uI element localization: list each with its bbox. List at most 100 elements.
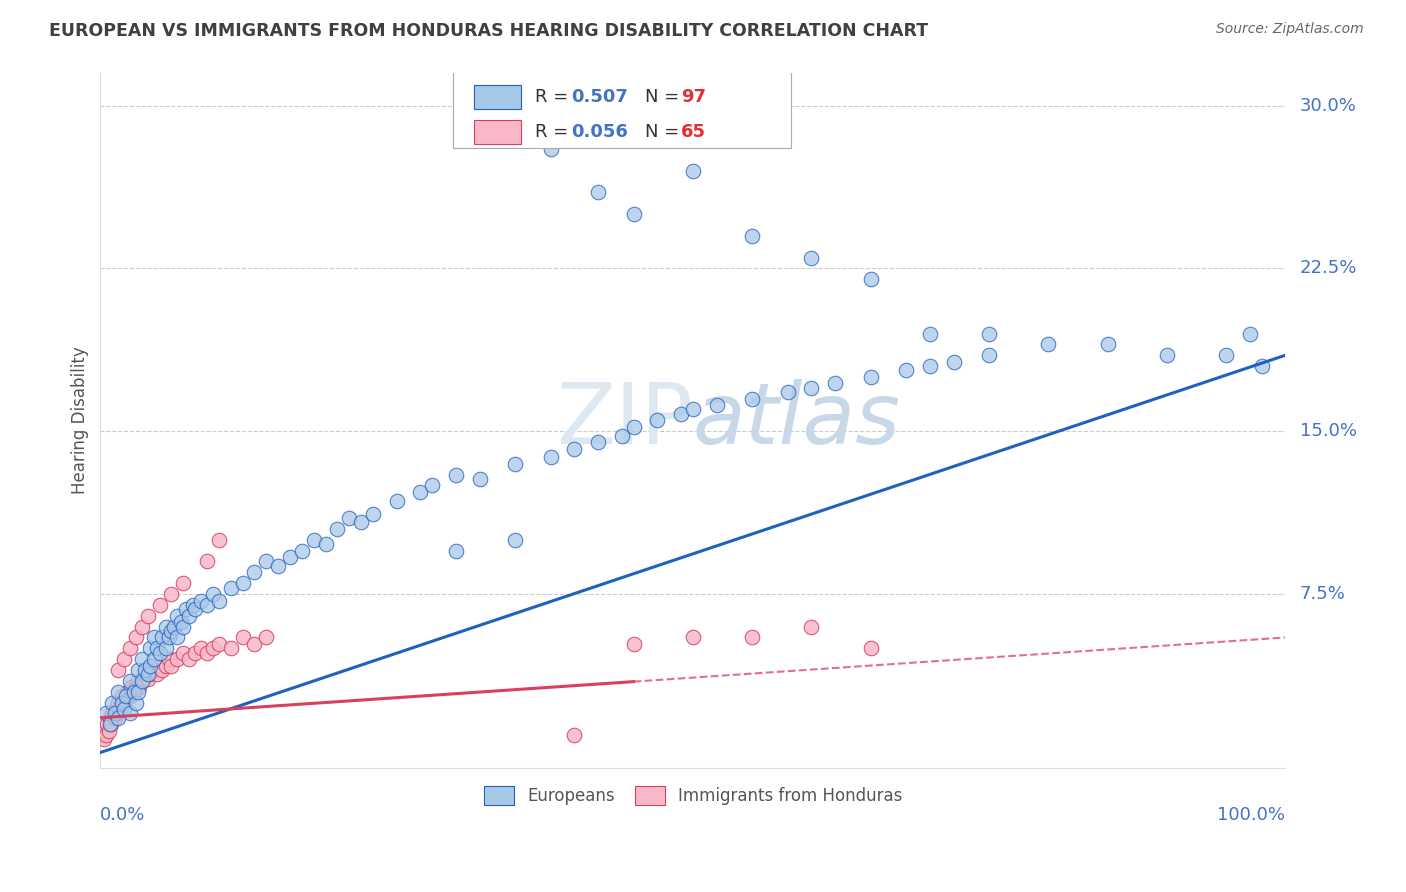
Point <box>564 442 586 456</box>
Point <box>232 631 254 645</box>
Point <box>942 355 965 369</box>
Text: 0.507: 0.507 <box>571 88 627 106</box>
Point <box>208 637 231 651</box>
Point <box>503 457 526 471</box>
Point <box>741 392 763 406</box>
Point <box>115 689 138 703</box>
Point <box>896 363 918 377</box>
Point <box>647 413 669 427</box>
Point <box>149 646 172 660</box>
Point <box>91 728 114 742</box>
Point <box>219 641 242 656</box>
FancyBboxPatch shape <box>474 120 522 145</box>
Point <box>103 706 125 721</box>
Point <box>94 723 117 738</box>
Point <box>184 602 207 616</box>
Point <box>409 485 432 500</box>
Point <box>131 652 153 666</box>
Point <box>420 478 443 492</box>
Point <box>166 608 188 623</box>
Point <box>155 658 177 673</box>
Point <box>136 672 159 686</box>
Point <box>682 163 704 178</box>
Point <box>208 533 231 547</box>
Point <box>125 631 148 645</box>
Point <box>776 385 799 400</box>
Point <box>503 533 526 547</box>
Point <box>350 516 373 530</box>
Point <box>979 326 1001 341</box>
Point <box>111 696 134 710</box>
Point <box>201 641 224 656</box>
Point <box>108 702 131 716</box>
Point <box>824 376 846 391</box>
Point <box>112 702 135 716</box>
Point <box>741 228 763 243</box>
Point <box>800 619 823 633</box>
Point <box>97 723 120 738</box>
Point <box>112 652 135 666</box>
Point <box>136 608 159 623</box>
Point <box>682 402 704 417</box>
Point <box>163 619 186 633</box>
Point <box>243 566 266 580</box>
Point <box>160 624 183 638</box>
Point <box>232 576 254 591</box>
Point <box>540 142 562 156</box>
Point <box>118 689 141 703</box>
Point <box>623 637 645 651</box>
Point <box>149 598 172 612</box>
Point <box>112 696 135 710</box>
Point <box>172 619 194 633</box>
Point <box>125 696 148 710</box>
Point <box>98 711 121 725</box>
Point <box>107 696 129 710</box>
Point <box>201 587 224 601</box>
Point <box>669 407 692 421</box>
Point <box>979 348 1001 362</box>
Point <box>741 631 763 645</box>
Point <box>128 681 150 695</box>
Text: 97: 97 <box>681 88 706 106</box>
Point <box>706 398 728 412</box>
Point <box>278 550 301 565</box>
Point <box>623 420 645 434</box>
Point <box>1038 337 1060 351</box>
Point <box>586 186 609 200</box>
Point <box>103 711 125 725</box>
Text: 22.5%: 22.5% <box>1299 260 1357 277</box>
Point <box>107 663 129 677</box>
Point <box>254 554 277 568</box>
Point <box>155 641 177 656</box>
Point <box>107 711 129 725</box>
Legend: Europeans, Immigrants from Honduras: Europeans, Immigrants from Honduras <box>477 779 908 812</box>
Point <box>174 602 197 616</box>
Point <box>190 641 212 656</box>
Point <box>155 619 177 633</box>
Point <box>315 537 337 551</box>
Point <box>157 652 180 666</box>
Point <box>800 381 823 395</box>
Point <box>142 631 165 645</box>
Point <box>96 706 118 721</box>
Point <box>468 472 491 486</box>
Point <box>134 667 156 681</box>
Point <box>127 663 149 677</box>
Point <box>302 533 325 547</box>
Text: 0.0%: 0.0% <box>100 805 146 824</box>
Point <box>105 706 128 721</box>
Text: R =: R = <box>536 123 574 141</box>
Point <box>139 641 162 656</box>
Point <box>179 652 201 666</box>
Point <box>118 706 141 721</box>
Point <box>139 658 162 673</box>
Point <box>139 667 162 681</box>
Point <box>136 667 159 681</box>
Text: 15.0%: 15.0% <box>1299 422 1357 440</box>
Point <box>127 684 149 698</box>
Point <box>444 543 467 558</box>
Point <box>181 598 204 612</box>
Point <box>118 641 141 656</box>
Text: EUROPEAN VS IMMIGRANTS FROM HONDURAS HEARING DISABILITY CORRELATION CHART: EUROPEAN VS IMMIGRANTS FROM HONDURAS HEA… <box>49 22 928 40</box>
Point <box>586 435 609 450</box>
